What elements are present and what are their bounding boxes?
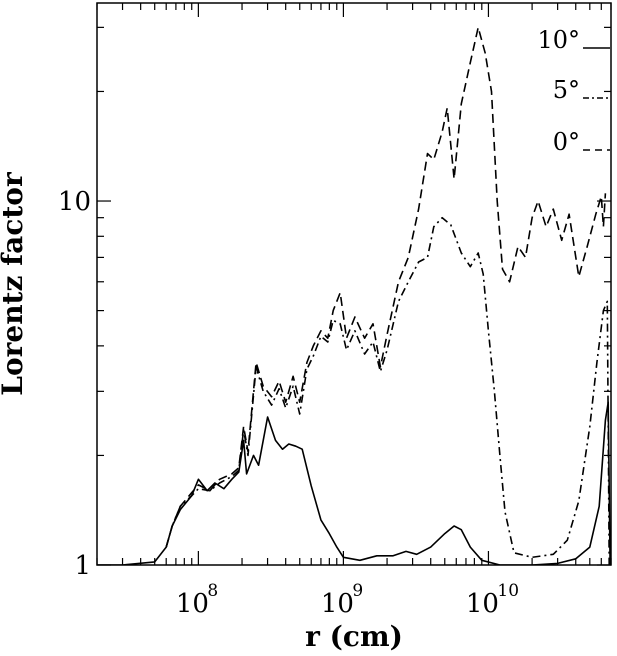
legend: 10° 5° 0°	[537, 26, 610, 156]
legend-label: 5°	[553, 76, 580, 104]
x-tick-label-base: 10	[176, 589, 209, 619]
x-tick-label-exponent: 10	[497, 581, 519, 601]
x-tick-label-exponent: 8	[207, 581, 218, 601]
series-line-0	[97, 401, 611, 565]
plot-frame	[96, 2, 612, 566]
legend-label: 0°	[553, 128, 580, 156]
x-tick-label-exponent: 9	[352, 581, 363, 601]
x-tick-label-base: 10	[466, 589, 499, 619]
series-layer	[97, 26, 611, 565]
x-axis-title: r (cm)	[305, 620, 403, 653]
x-tick-label-base: 10	[321, 589, 354, 619]
series-line-1	[165, 216, 610, 565]
series-line-2	[165, 26, 607, 548]
legend-label: 10°	[537, 26, 580, 54]
y-tick-label: 10	[58, 187, 91, 217]
y-axis-title: Lorentz factor	[0, 171, 29, 396]
y-tick-label: 1	[74, 551, 91, 581]
